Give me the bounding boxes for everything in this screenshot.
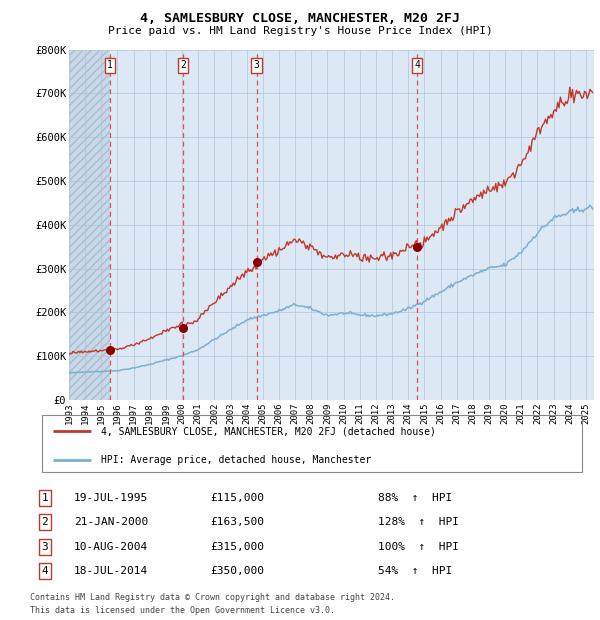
- Text: 100%  ↑  HPI: 100% ↑ HPI: [378, 542, 459, 552]
- Text: £350,000: £350,000: [210, 566, 264, 576]
- Text: 1: 1: [107, 60, 113, 70]
- Text: £115,000: £115,000: [210, 493, 264, 503]
- Text: 88%  ↑  HPI: 88% ↑ HPI: [378, 493, 452, 503]
- Text: 10-AUG-2004: 10-AUG-2004: [74, 542, 148, 552]
- Text: £315,000: £315,000: [210, 542, 264, 552]
- Text: 4: 4: [414, 60, 420, 70]
- Bar: [69, 50, 110, 400]
- Text: 4, SAMLESBURY CLOSE, MANCHESTER, M20 2FJ (detached house): 4, SAMLESBURY CLOSE, MANCHESTER, M20 2FJ…: [101, 427, 436, 436]
- Text: 19-JUL-1995: 19-JUL-1995: [74, 493, 148, 503]
- Text: 2: 2: [180, 60, 186, 70]
- Text: 3: 3: [254, 60, 259, 70]
- Text: 2: 2: [41, 517, 49, 527]
- Text: £163,500: £163,500: [210, 517, 264, 527]
- Text: 3: 3: [41, 542, 49, 552]
- Text: 18-JUL-2014: 18-JUL-2014: [74, 566, 148, 576]
- Text: 54%  ↑  HPI: 54% ↑ HPI: [378, 566, 452, 576]
- Text: This data is licensed under the Open Government Licence v3.0.: This data is licensed under the Open Gov…: [30, 606, 335, 616]
- Text: Contains HM Land Registry data © Crown copyright and database right 2024.: Contains HM Land Registry data © Crown c…: [30, 593, 395, 603]
- Text: 21-JAN-2000: 21-JAN-2000: [74, 517, 148, 527]
- Text: Price paid vs. HM Land Registry's House Price Index (HPI): Price paid vs. HM Land Registry's House …: [107, 26, 493, 36]
- Text: 1: 1: [41, 493, 49, 503]
- Text: HPI: Average price, detached house, Manchester: HPI: Average price, detached house, Manc…: [101, 455, 371, 465]
- Text: 4, SAMLESBURY CLOSE, MANCHESTER, M20 2FJ: 4, SAMLESBURY CLOSE, MANCHESTER, M20 2FJ: [140, 12, 460, 25]
- Text: 4: 4: [41, 566, 49, 576]
- Text: 128%  ↑  HPI: 128% ↑ HPI: [378, 517, 459, 527]
